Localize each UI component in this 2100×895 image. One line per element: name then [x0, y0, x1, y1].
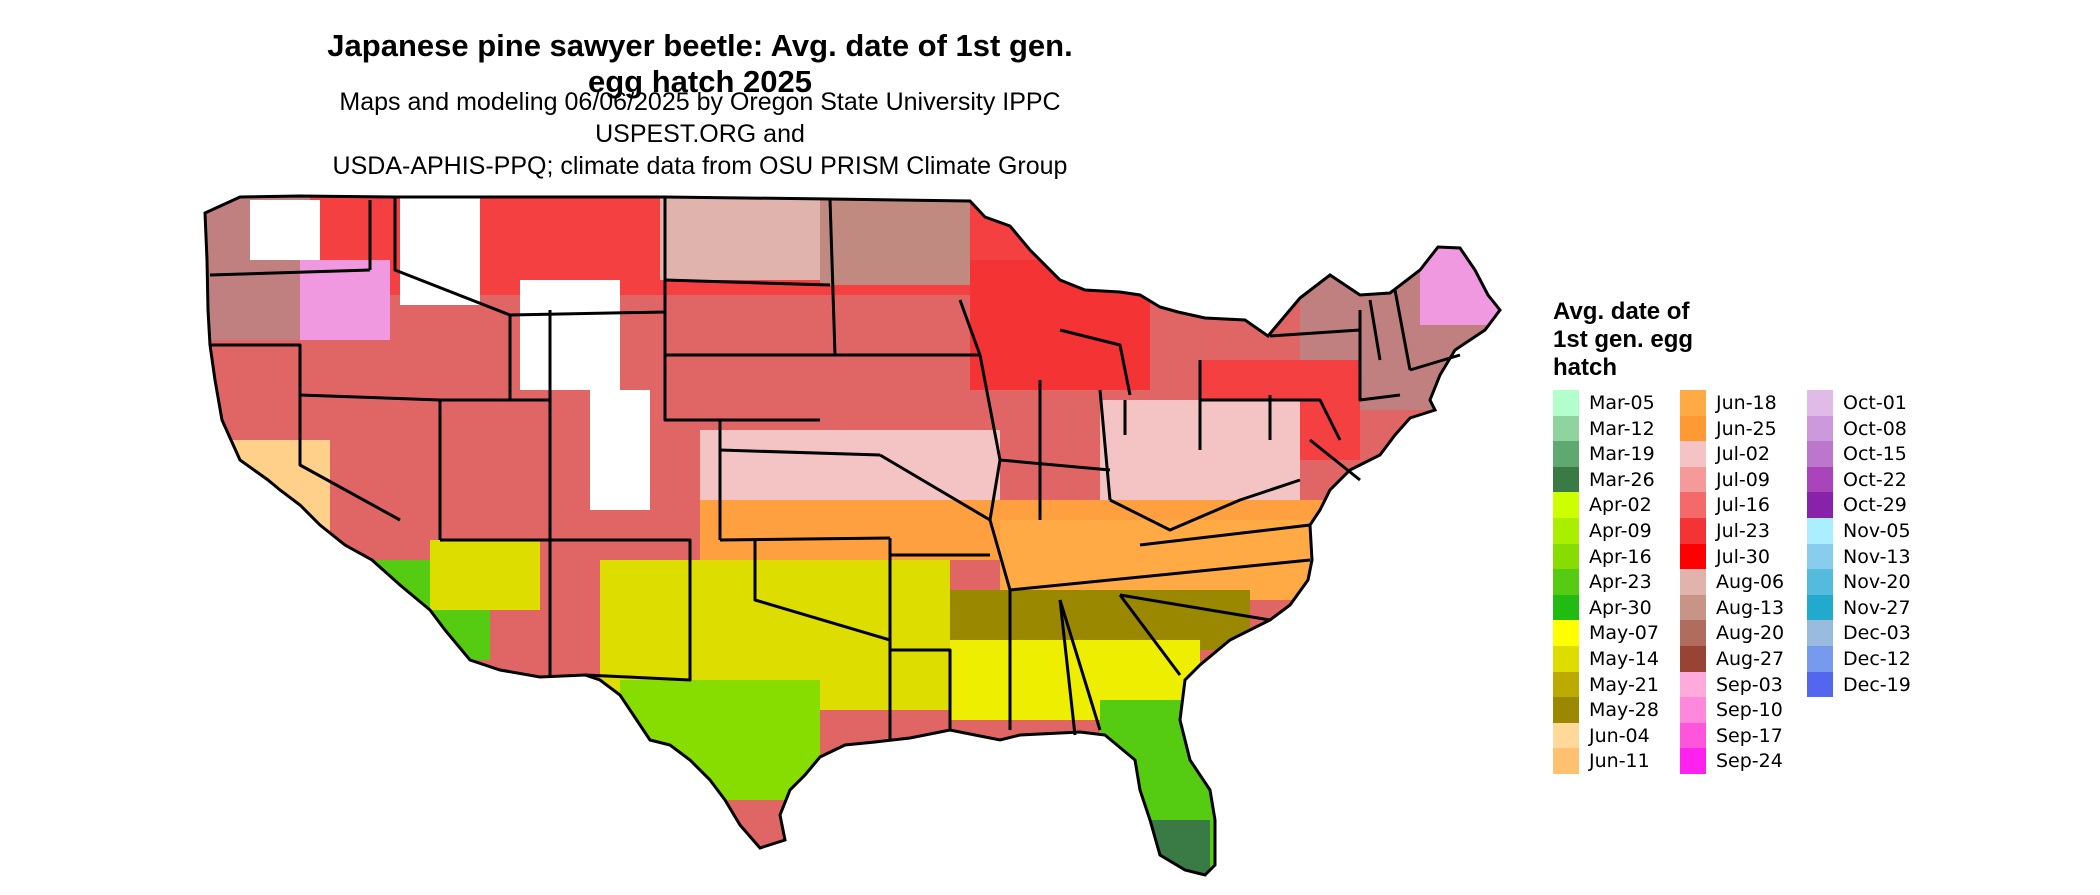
subtitle-line-2: USDA-APHIS-PPQ; climate data from OSU PR…	[332, 152, 1068, 180]
legend-label: Aug-06	[1716, 571, 1785, 594]
legend-label: Sep-10	[1716, 699, 1783, 722]
legend-label: Oct-22	[1843, 468, 1907, 491]
legend-swatch	[1680, 645, 1706, 672]
legend-label: Oct-01	[1843, 392, 1907, 414]
legend-swatch	[1807, 492, 1833, 518]
legend-label: Apr-23	[1589, 571, 1652, 594]
legend-label: Jun-18	[1716, 392, 1777, 414]
legend-swatch	[1680, 594, 1706, 621]
legend-label: Dec-12	[1843, 647, 1911, 670]
legend-label: May-28	[1589, 699, 1659, 722]
legend-label: May-07	[1589, 622, 1659, 645]
legend-swatch	[1807, 671, 1833, 698]
legend-label: Jun-04	[1589, 724, 1650, 747]
legend-label: Dec-03	[1843, 622, 1911, 645]
legend-swatch	[1553, 697, 1579, 723]
legend-swatch	[1553, 671, 1579, 698]
legend-swatch	[1680, 620, 1706, 646]
legend-swatch	[1553, 543, 1579, 570]
map-subtitle: Maps and modeling 06/06/2025 by Oregon S…	[310, 86, 1090, 182]
legend-swatch	[1807, 543, 1833, 570]
legend-swatch	[1553, 620, 1579, 646]
legend-label: Jun-25	[1716, 417, 1777, 440]
legend-swatch	[1807, 415, 1833, 442]
legend-label: Aug-13	[1716, 596, 1785, 619]
legend-swatch	[1553, 466, 1579, 493]
legend-swatch	[1680, 748, 1706, 774]
subtitle-line-1: Maps and modeling 06/06/2025 by Oregon S…	[339, 88, 1061, 148]
legend-label: Aug-27	[1716, 647, 1785, 670]
legend-label: Aug-20	[1716, 622, 1785, 645]
map-title: Japanese pine sawyer beetle: Avg. date o…	[327, 28, 1073, 99]
legend-label: Nov-05	[1843, 519, 1911, 542]
legend-label: May-21	[1589, 673, 1659, 696]
legend-label: Mar-05	[1589, 392, 1655, 414]
legend-title: Avg. date of 1st gen. egg hatch	[1553, 298, 1753, 382]
legend-swatch	[1807, 620, 1833, 646]
legend-label: Sep-03	[1716, 673, 1783, 696]
legend-label: Jul-09	[1716, 468, 1770, 491]
legend-label: Jul-16	[1716, 494, 1770, 517]
legend-swatch	[1807, 441, 1833, 467]
legend-label: Mar-26	[1589, 468, 1655, 491]
legend-title-line-3: hatch	[1553, 354, 1618, 381]
legend-swatch	[1680, 543, 1706, 570]
us-map	[203, 194, 1502, 877]
legend-swatch	[1553, 517, 1579, 544]
legend-label: Mar-19	[1589, 443, 1655, 466]
legend-swatch	[1553, 390, 1579, 416]
legend-swatch	[1553, 748, 1579, 774]
legend-swatch	[1553, 722, 1579, 749]
legend-label: Sep-24	[1716, 750, 1783, 773]
legend-label: Oct-08	[1843, 417, 1907, 440]
legend-swatch	[1553, 415, 1579, 442]
legend-label: Apr-09	[1589, 519, 1652, 542]
legend-title-line-1: Avg. date of	[1553, 298, 1690, 325]
legend-label: Apr-30	[1589, 596, 1652, 619]
legend-swatch	[1553, 441, 1579, 467]
legend-swatch	[1680, 492, 1706, 518]
legend-swatch	[1680, 722, 1706, 749]
legend-swatch	[1807, 390, 1833, 416]
legend-label: Jun-11	[1589, 750, 1650, 773]
legend-label: Jul-30	[1716, 545, 1770, 568]
legend-title-line-2: 1st gen. egg	[1553, 326, 1694, 353]
legend-swatch	[1807, 466, 1833, 493]
legend-swatch	[1680, 671, 1706, 698]
legend-label: Sep-17	[1716, 724, 1783, 747]
legend-label: Nov-27	[1843, 596, 1911, 619]
legend-label: Jul-02	[1716, 443, 1770, 466]
legend-swatch	[1553, 645, 1579, 672]
legend-swatch	[1553, 594, 1579, 621]
legend-swatch	[1807, 569, 1833, 595]
legend-label: Dec-19	[1843, 673, 1911, 696]
legend-label: Oct-29	[1843, 494, 1907, 517]
legend-swatch	[1807, 594, 1833, 621]
legend-swatch	[1680, 466, 1706, 493]
legend-label: Apr-02	[1589, 494, 1652, 517]
legend-label: May-14	[1589, 647, 1659, 670]
legend-label: Oct-15	[1843, 443, 1907, 466]
legend-swatch	[1680, 415, 1706, 442]
legend-swatch	[1680, 390, 1706, 416]
legend-label: Apr-16	[1589, 545, 1652, 568]
legend-swatch	[1553, 569, 1579, 595]
legend-label: Nov-20	[1843, 571, 1911, 594]
legend-swatch	[1680, 697, 1706, 723]
legend-swatch	[1807, 517, 1833, 544]
legend-swatch	[1680, 517, 1706, 544]
legend-swatch	[1807, 645, 1833, 672]
legend-label: Jul-23	[1716, 519, 1770, 542]
legend-label: Nov-13	[1843, 545, 1911, 568]
legend-swatch	[1680, 569, 1706, 595]
legend-swatch	[1553, 492, 1579, 518]
legend: Avg. date of 1st gen. egg hatch Mar-05 Ma…	[1553, 298, 2093, 818]
legend-label: Mar-12	[1589, 417, 1655, 440]
legend-swatch	[1680, 441, 1706, 467]
